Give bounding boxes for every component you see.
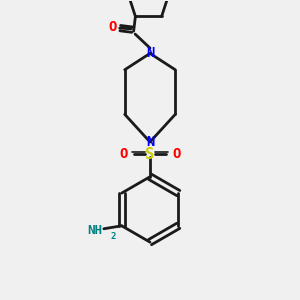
Text: NH: NH [87, 224, 102, 237]
Text: N: N [146, 135, 154, 149]
Text: O: O [120, 148, 128, 161]
Text: 2: 2 [111, 232, 116, 241]
Text: O: O [109, 20, 117, 34]
Text: N: N [146, 46, 154, 60]
Text: S: S [146, 147, 154, 162]
Text: O: O [172, 148, 180, 161]
